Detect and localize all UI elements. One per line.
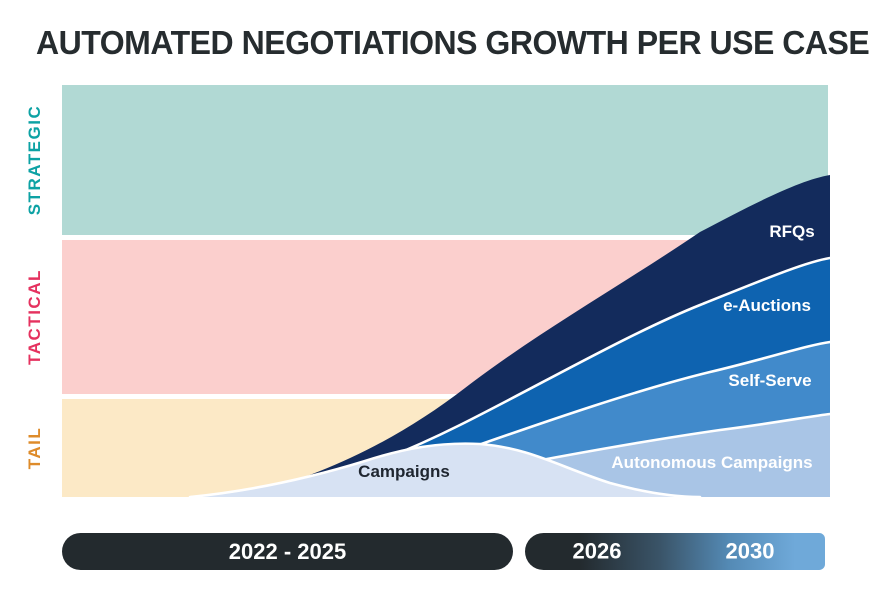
timeline-period-1-label: 2022 - 2025 <box>228 538 347 564</box>
label-autonomous-campaigns: Autonomous Campaigns <box>611 453 812 472</box>
label-self-serve: Self-Serve <box>728 371 811 390</box>
timeline-year-2030: 2030 <box>725 537 775 563</box>
label-rfqs: RFQs <box>769 222 814 241</box>
label-campaigns: Campaigns <box>358 462 450 481</box>
band-strategic <box>62 85 828 235</box>
page-title: AUTOMATED NEGOTIATIONS GROWTH PER USE CA… <box>36 24 870 61</box>
band-label-tactical: TACTICAL <box>25 269 44 365</box>
label-e-auctions: e-Auctions <box>723 296 811 315</box>
band-label-tail: TAIL <box>25 427 44 470</box>
growth-area-chart: STRATEGIC TACTICAL TAIL RFQs e-Auctions … <box>25 85 832 499</box>
timeline-year-2026: 2026 <box>572 537 622 563</box>
timeline-period-1: 2022 - 2025 <box>62 533 513 570</box>
band-label-strategic: STRATEGIC <box>25 105 44 215</box>
area-campaigns-bump <box>190 443 700 497</box>
area-autonomous-campaigns <box>300 414 830 497</box>
timeline-period-2: 2026 2030 <box>525 533 825 570</box>
separator-campaigns-outline <box>188 442 702 499</box>
